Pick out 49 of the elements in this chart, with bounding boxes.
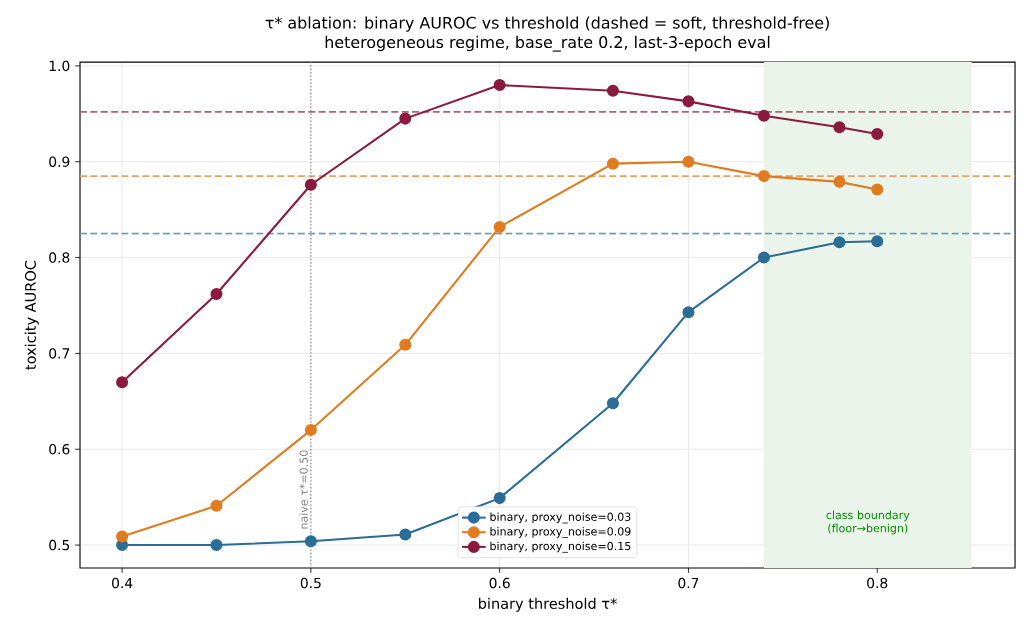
point bbox=[493, 79, 506, 92]
point bbox=[833, 236, 846, 249]
point bbox=[833, 175, 846, 188]
point bbox=[606, 397, 619, 410]
y-axis-title: toxicity AUROC bbox=[24, 260, 39, 370]
point bbox=[833, 121, 846, 134]
point bbox=[399, 338, 412, 351]
point bbox=[682, 95, 695, 108]
x-tick-label: 0.5 bbox=[300, 577, 321, 589]
band-label: class boundary (floor→benign) bbox=[826, 510, 910, 535]
x-tick-label: 0.6 bbox=[489, 577, 510, 589]
point bbox=[606, 157, 619, 170]
point bbox=[210, 287, 223, 301]
chart-title: τ* ablation: binary AUROC vs threshold (dashed = soft, threshold-free) bbox=[265, 16, 829, 32]
ref-line-label: naive τ*=0.50 bbox=[299, 450, 308, 529]
point bbox=[210, 499, 223, 512]
legend-label: binary, proxy_noise=0.15 bbox=[490, 541, 631, 553]
point bbox=[493, 220, 506, 233]
x-axis-title: binary threshold τ* bbox=[479, 597, 617, 612]
point bbox=[493, 492, 506, 505]
point bbox=[210, 539, 223, 552]
point bbox=[606, 84, 619, 97]
point bbox=[399, 112, 412, 125]
y-tick-label: 1.0 bbox=[49, 60, 70, 72]
point bbox=[116, 376, 129, 389]
legend-label: binary, proxy_noise=0.03 bbox=[490, 512, 631, 524]
point bbox=[682, 155, 695, 168]
point bbox=[871, 127, 884, 140]
point bbox=[757, 170, 770, 183]
y-tick-label: 0.5 bbox=[49, 539, 70, 551]
point bbox=[757, 251, 770, 264]
point bbox=[304, 424, 317, 437]
point bbox=[871, 183, 884, 196]
point bbox=[399, 528, 412, 541]
point bbox=[116, 530, 129, 543]
y-tick-label: 0.8 bbox=[49, 252, 70, 263]
y-tick-label: 0.6 bbox=[49, 444, 70, 455]
y-tick-label: 0.9 bbox=[49, 156, 70, 167]
x-tick-label: 0.8 bbox=[867, 577, 888, 589]
point bbox=[304, 535, 317, 548]
legend-label: binary, proxy_noise=0.09 bbox=[490, 527, 631, 539]
point bbox=[304, 178, 317, 191]
chart-subtitle: heterogeneous regime, base_rate 0.2, last-3-epoch eval bbox=[325, 35, 770, 52]
x-tick-label: 0.4 bbox=[112, 577, 133, 589]
point bbox=[871, 235, 884, 248]
point bbox=[757, 109, 770, 122]
x-tick-label: 0.7 bbox=[678, 577, 699, 589]
point bbox=[682, 306, 695, 319]
y-tick-label: 0.7 bbox=[49, 348, 70, 359]
